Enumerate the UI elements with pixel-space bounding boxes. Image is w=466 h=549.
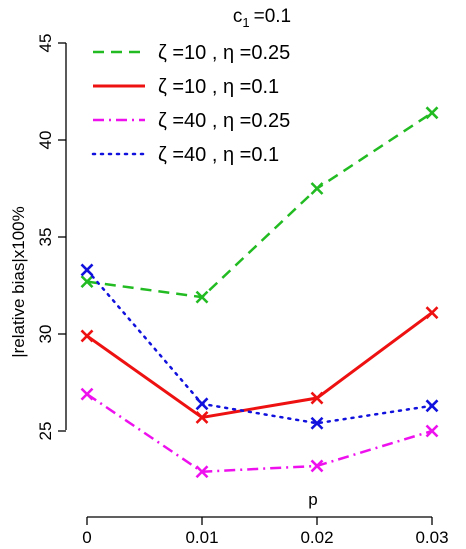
- data-point-marker: [310, 459, 324, 473]
- x-axis-label: p: [308, 490, 317, 509]
- y-tick-label: 30: [36, 325, 55, 344]
- series-1: [80, 306, 439, 424]
- series-line: [86, 111, 433, 299]
- data-point-marker: [195, 397, 209, 411]
- x-tick-label: 0.01: [185, 528, 218, 547]
- data-point-marker: [80, 387, 94, 401]
- series-line: [86, 311, 433, 420]
- data-point-marker: [310, 182, 324, 195]
- series-3: [80, 263, 439, 430]
- legend-label: ζ =40 , η =0.25: [158, 110, 290, 132]
- legend-label: ζ =10 , η =0.1: [158, 76, 279, 98]
- series-2: [80, 387, 439, 479]
- legend-label: ζ =40 , η =0.1: [158, 144, 279, 166]
- data-point-marker: [425, 106, 439, 120]
- y-tick-label: 40: [36, 131, 55, 150]
- x-tick-label: 0.03: [415, 528, 448, 547]
- legend: ζ =10 , η =0.25 ζ =10 , η =0.1 ζ =40 , η =…: [91, 42, 290, 166]
- y-axis-label: |relative bias|x100%: [9, 206, 28, 358]
- series-layer: [80, 106, 439, 479]
- data-point-marker: [195, 411, 209, 424]
- data-point-marker: [425, 306, 439, 320]
- legend-label: ζ =10 , η =0.25: [158, 42, 290, 64]
- x-ticks: 0 0.01 0.02 0.03: [82, 517, 449, 547]
- data-point-marker: [80, 275, 94, 289]
- data-point-marker: [425, 424, 439, 438]
- data-point-marker: [80, 329, 94, 343]
- data-point-marker: [310, 391, 324, 405]
- data-point-marker: [80, 263, 94, 277]
- y-tick-label: 35: [36, 228, 55, 247]
- y-tick-label: 45: [36, 34, 55, 53]
- data-point-marker: [195, 290, 209, 304]
- x-tick-label: 0: [82, 528, 91, 547]
- x-tick-label: 0.02: [300, 528, 333, 547]
- chart-title: c1 =0.1: [233, 6, 291, 30]
- series-line: [86, 393, 433, 474]
- y-tick-label: 25: [36, 422, 55, 441]
- data-point-marker: [425, 399, 439, 413]
- data-point-marker: [195, 465, 209, 479]
- y-ticks: 25 30 35 40 45: [36, 34, 66, 441]
- data-point-marker: [310, 416, 324, 430]
- series-line: [85, 268, 434, 425]
- series-0: [80, 106, 439, 304]
